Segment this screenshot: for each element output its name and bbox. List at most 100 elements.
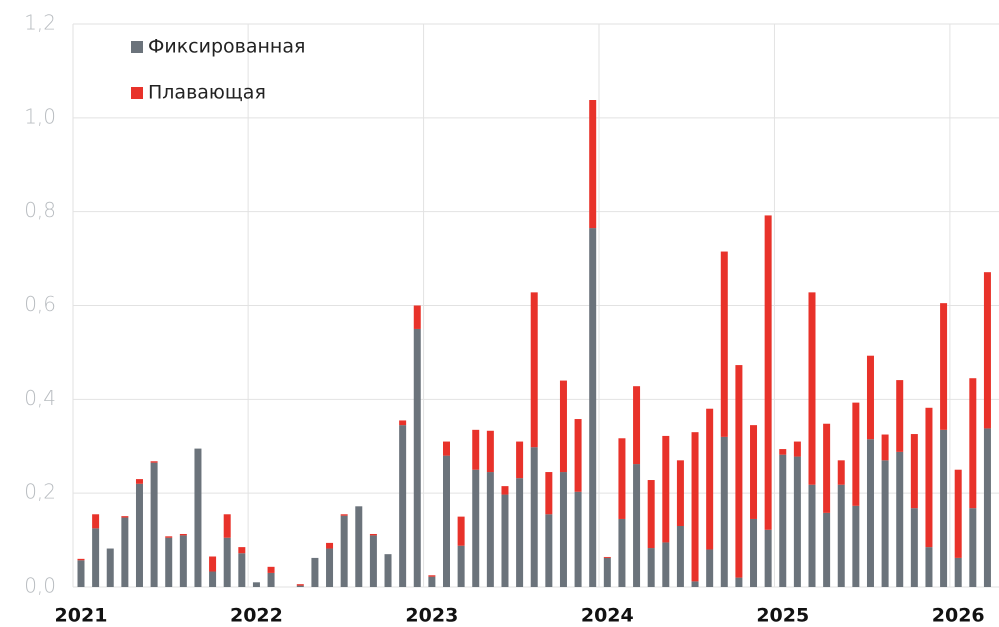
bar-segment [750,518,758,587]
bar-segment [252,582,260,587]
bar-segment [618,438,626,519]
bar-segment [340,514,348,516]
bar-segment [121,517,129,587]
bar-segment [326,542,334,549]
y-tick-label: 1,0 [24,104,56,128]
bar-segment [209,571,217,587]
bar-segment [706,408,714,550]
bar-segment [910,434,918,509]
bar-segment [779,454,787,587]
bar-segment [852,402,860,506]
bar-segment [194,448,202,587]
bar-segment [940,429,948,587]
bar-segment [589,228,597,587]
bar-segment [501,486,509,495]
y-tick-label: 0,0 [24,574,56,598]
bar-segment [92,514,100,529]
bar-segment [896,451,904,587]
legend-swatch [131,41,143,53]
bar-segment [516,441,524,479]
bar-segment [516,478,524,587]
bar-segment [954,557,962,587]
bar-segment [443,455,450,587]
legend-label: Фиксированная [148,36,305,58]
bar-segment [735,577,743,587]
x-tick-label: 2026 [932,605,985,627]
bar-segment [881,460,889,587]
y-tick-label: 0,4 [24,386,56,410]
bar-segment [706,549,714,587]
bar-segment [457,545,465,587]
bar-segment [633,386,641,465]
bar-segment [209,556,217,572]
bar-segment [691,581,699,587]
bar-segment [369,535,377,587]
bar-segment [983,428,991,587]
bar-segment [866,439,874,587]
bar-segment [428,575,436,577]
bar-segment [720,251,728,437]
bar-segment [530,447,538,587]
bar-segment [823,512,831,587]
bar-segment [545,472,553,515]
x-tick-label: 2021 [55,605,108,627]
y-tick-label: 0,6 [24,292,56,316]
bar-segment [808,484,816,587]
bar-segment [443,441,450,456]
bar-segment [823,423,831,513]
bar-segment [808,292,816,485]
bar-segment [486,430,494,473]
bar-segment [457,516,465,546]
bar-segment [428,576,436,587]
bar-segment [676,460,684,527]
bar-segment [121,516,129,518]
bar-segment [779,449,787,455]
bar-segment [472,429,480,470]
bar-segment [296,585,304,587]
bar-segment [969,378,977,509]
bar-segment [472,469,480,587]
legend-label: Плавающая [148,82,266,104]
bar-segment [384,554,392,587]
x-tick-label: 2022 [230,605,283,627]
x-tick-label: 2025 [756,605,809,627]
bar-segment [559,472,567,587]
bar-segment [296,584,304,586]
bar-segment [837,484,845,587]
bar-segment [150,461,158,463]
bar-segment [662,435,670,543]
bar-segment [150,462,158,587]
bar-segment [589,100,597,229]
bar-segment [486,472,494,587]
bar-segment [720,436,728,587]
bar-segment [940,303,948,430]
bar-segment [135,479,143,484]
bar-segment [165,537,173,587]
bar-segment [355,506,363,587]
bar-segment [399,425,407,587]
bar-segment [501,494,509,587]
bar-segment [223,514,231,538]
bar-segment [399,420,407,426]
bar-segment [603,556,611,558]
legend-swatch [131,87,143,99]
bar-segment [267,566,275,573]
y-tick-label: 1,2 [24,11,56,35]
bar-segment [340,515,348,587]
x-tick-label: 2024 [581,605,634,627]
bar-segment [896,380,904,452]
bar-segment [77,558,85,561]
bar-segment [559,380,567,473]
bar-segment [764,215,772,530]
bar-segment [662,542,670,587]
bar-segment [311,557,319,587]
bar-segment [647,548,655,587]
bar-segment [852,505,860,587]
bar-segment [238,547,246,554]
bar-segment [954,469,962,558]
bar-segment [92,528,100,587]
bar-segment [764,529,772,587]
bar-segment [793,441,801,457]
bar-segment [925,407,933,548]
